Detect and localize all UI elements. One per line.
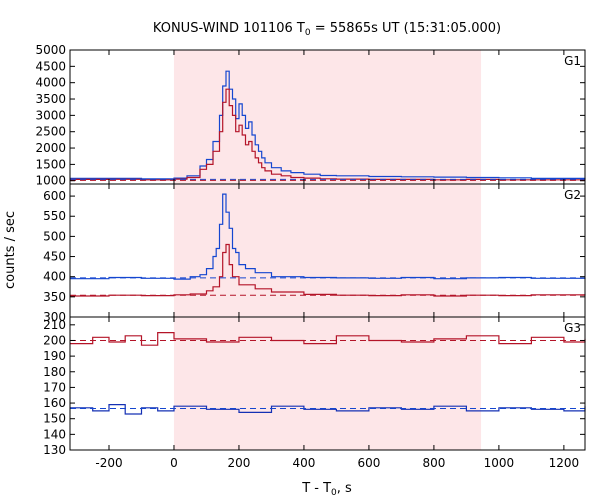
panel-g2: 300 350 400 450 500 550 600 G2 xyxy=(43,183,586,324)
panel-label: G3 xyxy=(564,321,581,335)
y-tick-label: 300 xyxy=(43,310,66,324)
series-g2-1 xyxy=(70,243,586,297)
y-tick-label: 5000 xyxy=(35,43,66,57)
panel-g1: 1000 1500 2000 2500 3000 3500 4000 4500 5000 G1 xyxy=(35,43,586,188)
x-tick-label: 200 xyxy=(228,456,251,470)
series-g1-1 xyxy=(70,88,586,181)
series-g1-0 xyxy=(70,70,586,180)
x-axis-label: T - T0, s xyxy=(301,481,352,498)
x-tick-label: 800 xyxy=(422,456,445,470)
x-tick-label: 600 xyxy=(357,456,380,470)
y-tick-label: 180 xyxy=(43,365,66,379)
y-tick-label: 3000 xyxy=(35,108,66,122)
chart-title: KONUS-WIND 101106 T0 = 55865s UT (15:31:… xyxy=(153,21,501,38)
panel-label: G1 xyxy=(564,54,581,68)
shaded-interval xyxy=(173,317,482,450)
y-tick-label: 4000 xyxy=(35,76,66,90)
x-tick-label: 0 xyxy=(170,456,178,470)
y-tick-label: 160 xyxy=(43,396,66,410)
x-tick-label: -200 xyxy=(95,456,122,470)
y-tick-label: 190 xyxy=(43,349,66,363)
y-tick-label: 450 xyxy=(43,250,66,264)
y-tick-label: 1000 xyxy=(35,174,66,188)
x-tick-label: 400 xyxy=(292,456,315,470)
y-tick-label: 210 xyxy=(43,318,66,332)
y-tick-label: 350 xyxy=(43,290,66,304)
panel-label: G2 xyxy=(564,188,581,202)
shaded-interval xyxy=(173,50,482,184)
shaded-interval xyxy=(173,184,482,317)
y-tick-label: 3500 xyxy=(35,92,66,106)
y-tick-label: 150 xyxy=(43,412,66,426)
series-g3-1 xyxy=(70,404,586,415)
y-tick-label: 2500 xyxy=(35,125,66,139)
y-tick-label: 2000 xyxy=(35,141,66,155)
y-tick-label: 550 xyxy=(43,209,66,223)
x-tick-label: 1000 xyxy=(484,456,515,470)
y-tick-label: 500 xyxy=(43,229,66,243)
y-tick-label: 140 xyxy=(43,427,66,441)
y-tick-label: 170 xyxy=(43,380,66,394)
y-axis-label: counts / sec xyxy=(3,211,18,289)
y-tick-label: 1500 xyxy=(35,157,66,171)
y-tick-label: 200 xyxy=(43,333,66,347)
y-tick-label: 400 xyxy=(43,270,66,284)
y-tick-label: 600 xyxy=(43,189,66,203)
x-tick-label: 1200 xyxy=(549,456,580,470)
panel-frame xyxy=(69,316,586,451)
y-tick-label: 4500 xyxy=(35,59,66,73)
y-tick-label: 130 xyxy=(43,443,66,457)
